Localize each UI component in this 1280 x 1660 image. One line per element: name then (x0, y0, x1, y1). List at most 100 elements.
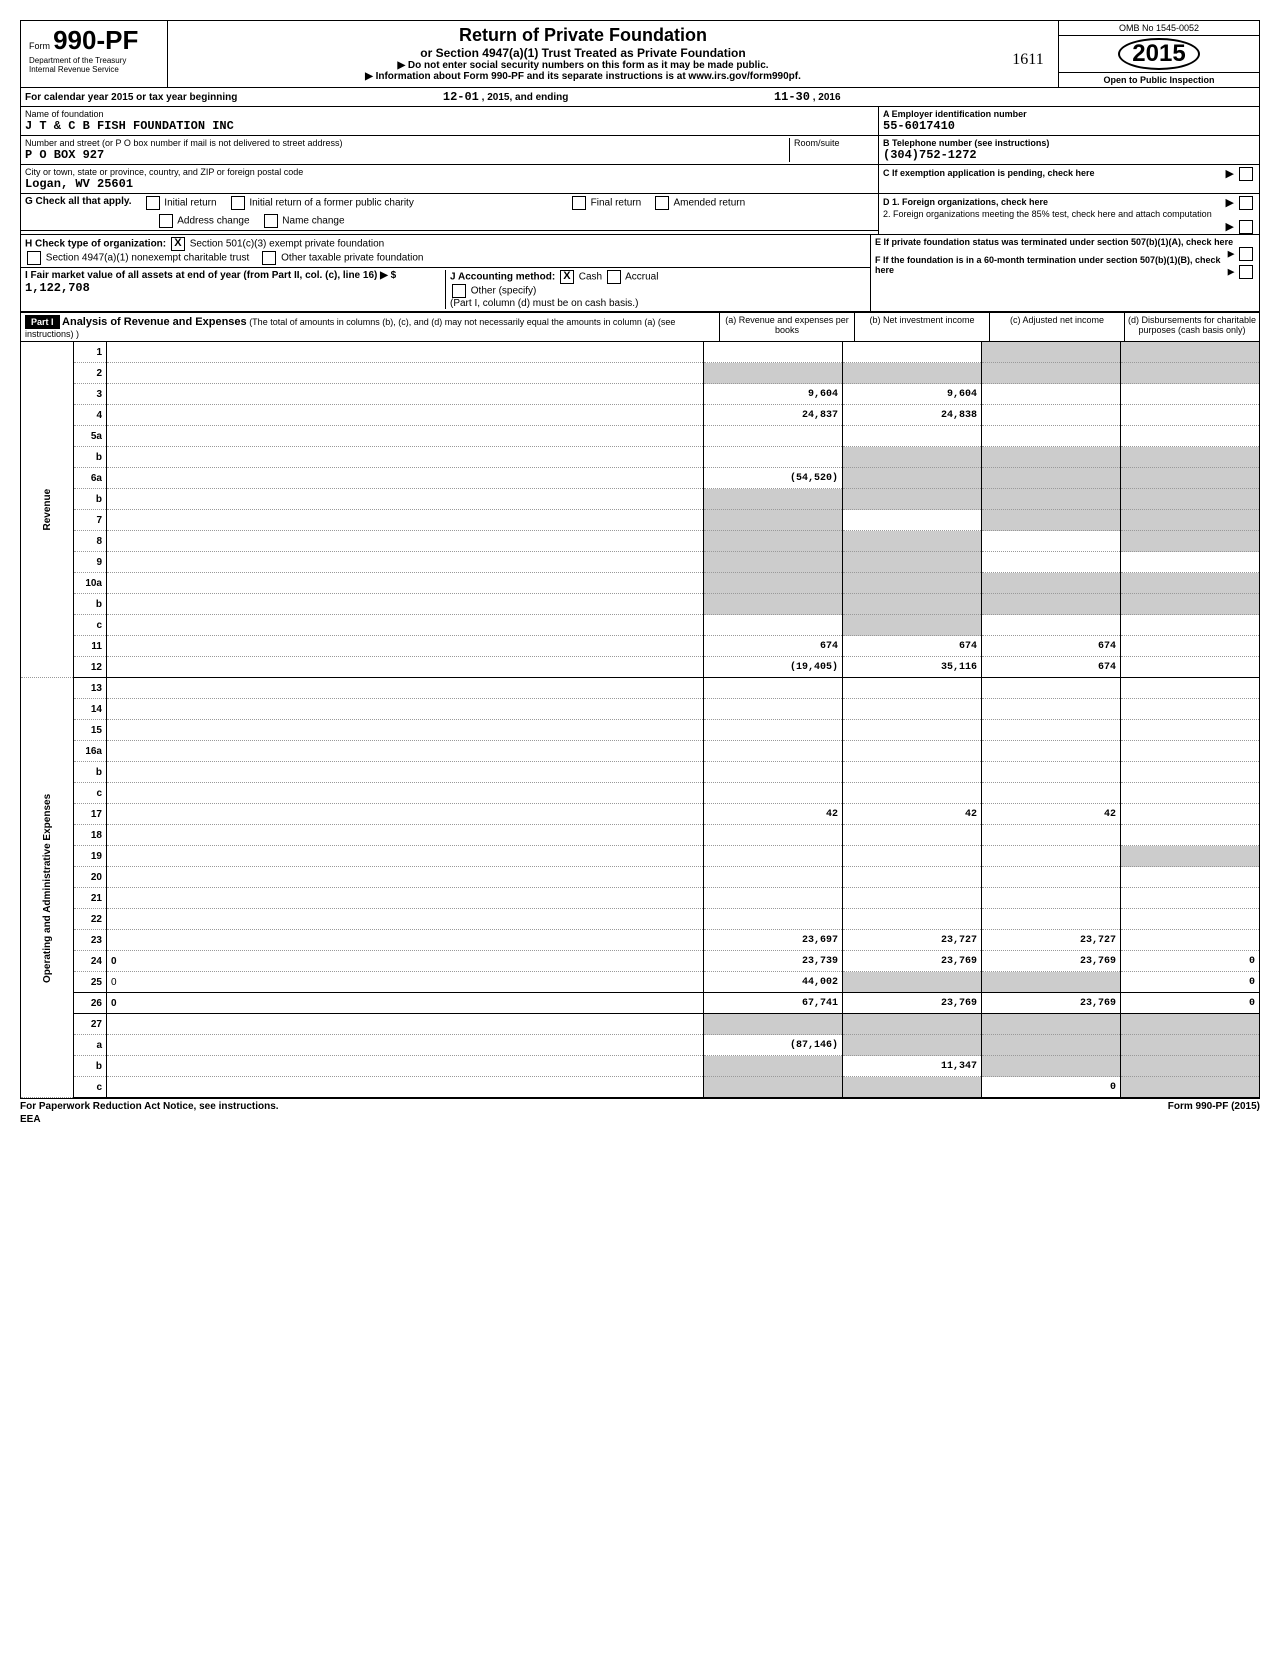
j-other-checkbox[interactable] (452, 284, 466, 298)
sidebar-revenue: Revenue (21, 342, 74, 678)
line-desc (107, 825, 704, 846)
end-year: , 2016 (813, 92, 841, 103)
line-val-b (843, 573, 982, 594)
section-g: G Check all that apply. Initial return I… (21, 194, 878, 231)
tax-year: 2015 (1118, 38, 1199, 70)
f-label: F If the foundation is in a 60-month ter… (875, 255, 1221, 275)
line-val-c (982, 594, 1121, 615)
table-row: 24023,73923,76923,7690 (21, 951, 1259, 972)
address-cell: Number and street (or P O box number if … (21, 136, 878, 165)
c-checkbox[interactable] (1239, 167, 1253, 181)
g-opt-initial[interactable]: Initial return (144, 196, 217, 210)
line-val-b (843, 762, 982, 783)
g-opt-amended[interactable]: Amended return (653, 196, 745, 210)
table-row: 17424242 (21, 804, 1259, 825)
line-val-c (982, 678, 1121, 699)
line-desc (107, 657, 704, 678)
line-number: 12 (74, 657, 107, 678)
line-val-b: 23,769 (843, 951, 982, 972)
sidebar-expenses: Operating and Administrative Expenses (21, 678, 74, 1098)
g-opt-address[interactable]: Address change (157, 214, 250, 228)
line-val-d (1121, 447, 1260, 468)
line-val-c (982, 909, 1121, 930)
foundation-info: Name of foundation J T & C B FISH FOUNDA… (21, 107, 1259, 235)
d1-checkbox[interactable] (1239, 196, 1253, 210)
line-val-a (704, 678, 843, 699)
line-desc (107, 384, 704, 405)
line-desc (107, 405, 704, 426)
line-val-a: 67,741 (704, 993, 843, 1014)
h-opt-501c3: Section 501(c)(3) exempt private foundat… (190, 239, 385, 250)
j-other: Other (specify) (471, 286, 537, 297)
line-val-a (704, 552, 843, 573)
section-h-i-j: H Check type of organization: X Section … (21, 235, 1259, 313)
f-checkbox[interactable] (1239, 265, 1253, 279)
line-desc (107, 363, 704, 384)
table-row: b (21, 489, 1259, 510)
c-cell: C If exemption application is pending, c… (879, 165, 1259, 194)
line-val-d (1121, 510, 1260, 531)
g-opt-final[interactable]: Final return (570, 196, 641, 210)
line-desc (107, 867, 704, 888)
line-number: 7 (74, 510, 107, 531)
line-number: 6a (74, 468, 107, 489)
j-accrual-checkbox[interactable] (607, 270, 621, 284)
line-val-d (1121, 762, 1260, 783)
foundation-name: J T & C B FISH FOUNDATION INC (25, 119, 874, 133)
line-number: c (74, 783, 107, 804)
table-row: Operating and Administrative Expenses13 (21, 678, 1259, 699)
table-row: 7 (21, 510, 1259, 531)
line-val-d (1121, 678, 1260, 699)
line-val-c (982, 783, 1121, 804)
line-val-c: 674 (982, 657, 1121, 678)
line-desc (107, 636, 704, 657)
h-501c3-checkbox[interactable]: X (171, 237, 185, 251)
part1-desc-cell: Part I Analysis of Revenue and Expenses … (21, 313, 720, 341)
line-val-c (982, 426, 1121, 447)
line-number: 17 (74, 804, 107, 825)
table-row: c (21, 783, 1259, 804)
line-val-b (843, 1077, 982, 1098)
line-desc (107, 783, 704, 804)
d2-checkbox[interactable] (1239, 220, 1253, 234)
table-row: 27 (21, 1014, 1259, 1035)
line-val-b (843, 825, 982, 846)
table-row: 22 (21, 909, 1259, 930)
line-val-d (1121, 1056, 1260, 1077)
line-number: 26 (74, 993, 107, 1014)
table-row: 12(19,405)35,116674 (21, 657, 1259, 678)
h-other-checkbox[interactable] (262, 251, 276, 265)
line-desc (107, 888, 704, 909)
line-val-c (982, 825, 1121, 846)
h-4947-checkbox[interactable] (27, 251, 41, 265)
line-desc (107, 720, 704, 741)
table-row: 14 (21, 699, 1259, 720)
j-cash-checkbox[interactable]: X (560, 270, 574, 284)
table-row: 16a (21, 741, 1259, 762)
line-number: 15 (74, 720, 107, 741)
hi-left: H Check type of organization: X Section … (21, 235, 871, 311)
line-val-c (982, 468, 1121, 489)
ein-cell: A Employer identification number 55-6017… (879, 107, 1259, 136)
line-val-d (1121, 741, 1260, 762)
line-desc (107, 1056, 704, 1077)
table-row: 15 (21, 720, 1259, 741)
form-990pf-container: Form 990-PF Department of the Treasury I… (20, 20, 1260, 1099)
table-row: 10a (21, 573, 1259, 594)
tel-label: B Telephone number (see instructions) (883, 138, 1255, 148)
c-label: C If exemption application is pending, c… (883, 168, 1095, 178)
calendar-year-row: For calendar year 2015 or tax year begin… (21, 88, 1259, 107)
e-checkbox[interactable] (1239, 247, 1253, 261)
line-val-a (704, 1077, 843, 1098)
line-number: b (74, 447, 107, 468)
line-val-b: 24,838 (843, 405, 982, 426)
ein-label: A Employer identification number (883, 109, 1255, 119)
irs-label: Internal Revenue Service (29, 65, 159, 74)
g-opt-initial-former[interactable]: Initial return of a former public charit… (229, 196, 414, 210)
g-opt-name[interactable]: Name change (262, 214, 345, 228)
line-val-a (704, 846, 843, 867)
line-val-b (843, 363, 982, 384)
table-row: b (21, 762, 1259, 783)
line-val-c (982, 552, 1121, 573)
line-number: 5a (74, 426, 107, 447)
